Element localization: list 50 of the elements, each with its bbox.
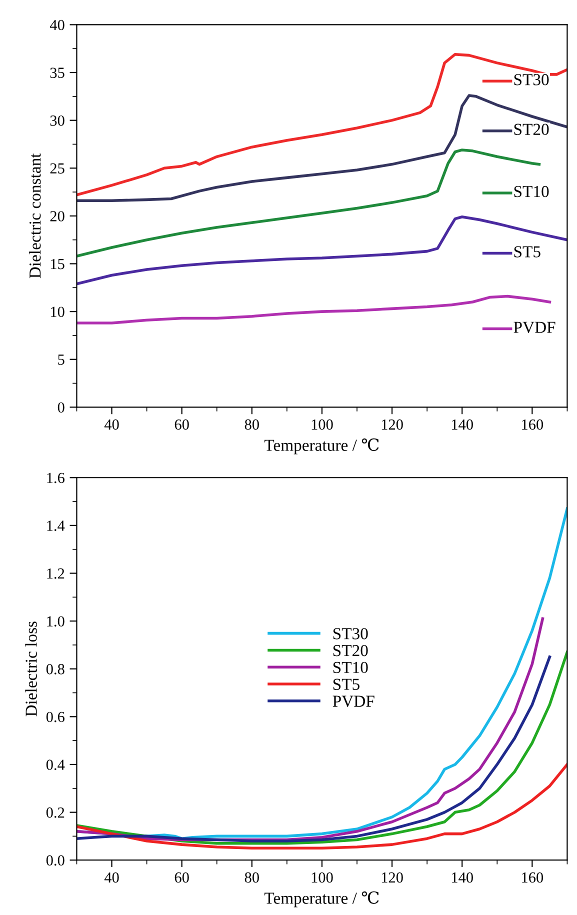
legend-label: ST5 (514, 246, 540, 258)
x-tick-label: 140 (452, 872, 473, 883)
y-axis-title: Dielectric loss (25, 622, 37, 716)
legend-label: ST30 (333, 628, 368, 640)
y-tick-label: 10 (51, 306, 64, 318)
x-tick-label: 100 (312, 872, 333, 883)
x-tick-label: 60 (174, 419, 189, 430)
x-tick-label: 140 (452, 419, 473, 430)
y-tick-label: 0 (58, 402, 64, 413)
x-axis-title: Temperature / ℃ (264, 891, 379, 908)
y-tick-label: 1.0 (47, 616, 64, 627)
x-tick-label: 120 (382, 872, 403, 883)
x-tick-label: 80 (244, 419, 259, 430)
legend-label: ST5 (333, 678, 360, 690)
line-series (76, 52, 568, 196)
y-tick-label: 30 (50, 115, 64, 126)
x-axis-title: Temperature / ℃ (264, 438, 379, 454)
line-series (76, 94, 568, 202)
legend-label: PVDF (332, 696, 374, 707)
x-tick-label: 40 (104, 419, 119, 430)
legend-label: ST10 (333, 662, 368, 674)
legend-label: ST10 (514, 186, 549, 198)
y-axis-title: Dielectric constant (28, 153, 41, 278)
legend-label: PVDF (514, 322, 556, 334)
y-tick-label: 25 (50, 163, 64, 174)
y-tick-label: 20 (50, 211, 64, 222)
legend-label: ST20 (514, 124, 549, 136)
y-tick-label: 1.6 (47, 472, 64, 484)
y-tick-label: 15 (51, 258, 64, 270)
y-tick-label: 0.0 (46, 855, 64, 866)
y-tick-label: 35 (50, 68, 64, 78)
y-tick-label: 0.4 (46, 760, 65, 770)
x-tick-label: 60 (174, 872, 189, 883)
y-tick-label: 0.2 (46, 807, 64, 818)
y-tick-label: 0.6 (46, 712, 64, 722)
legend-label: ST20 (333, 644, 368, 656)
y-tick-label: 40 (50, 20, 64, 30)
y-tick-label: 0.8 (46, 664, 64, 674)
legend-label: ST30 (514, 74, 549, 86)
x-tick-label: 80 (244, 872, 259, 883)
line-series (76, 763, 568, 850)
x-tick-label: 40 (104, 872, 119, 883)
y-tick-label: 1.4 (47, 520, 65, 531)
x-tick-label: 100 (312, 419, 333, 430)
x-tick-label: 160 (522, 872, 544, 883)
x-tick-label: 120 (382, 419, 403, 430)
y-tick-label: 1.2 (47, 568, 64, 579)
line-series (76, 216, 568, 286)
x-tick-label: 160 (522, 419, 544, 430)
y-tick-label: 5 (58, 354, 64, 365)
